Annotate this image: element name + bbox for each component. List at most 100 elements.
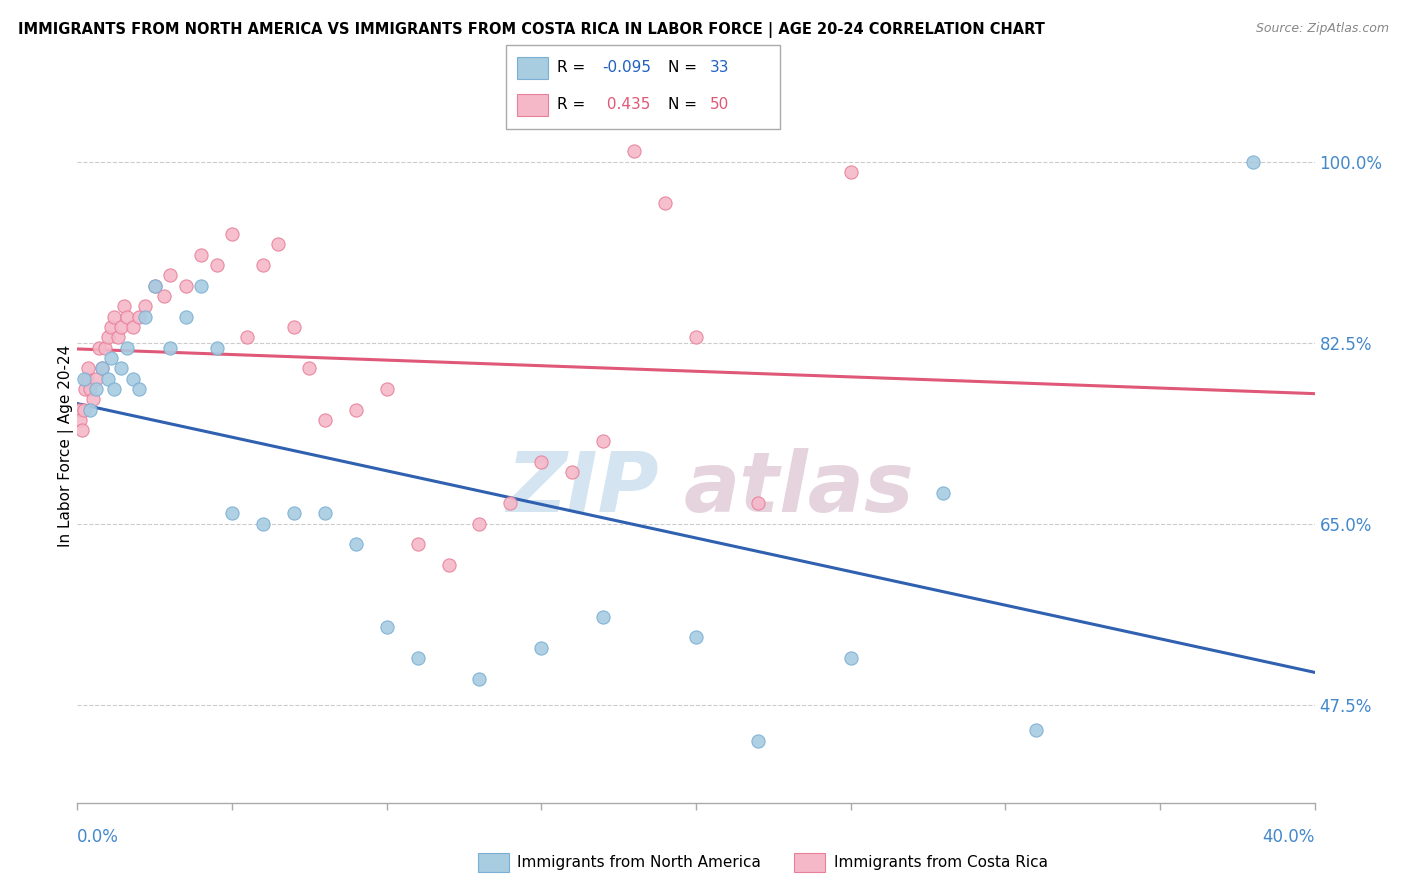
Text: Immigrants from North America: Immigrants from North America [517, 855, 761, 870]
Point [110, 320, 132, 334]
Point [267, 237, 290, 252]
Point [174, 310, 197, 324]
Text: 33: 33 [710, 61, 730, 75]
Text: R =: R = [557, 61, 585, 75]
Point [283, 320, 305, 334]
Point [103, 310, 125, 324]
Point [1025, 723, 1047, 738]
Point [283, 506, 305, 520]
Point [153, 289, 176, 303]
Point [69, 413, 91, 427]
Point [592, 609, 614, 624]
Point [468, 516, 491, 531]
Point [76, 372, 98, 386]
Text: Immigrants from Costa Rica: Immigrants from Costa Rica [834, 855, 1047, 870]
Text: R =: R = [557, 97, 585, 112]
Point [91, 361, 114, 376]
Y-axis label: In Labor Force | Age 20-24: In Labor Force | Age 20-24 [58, 345, 75, 547]
Point [77, 361, 100, 376]
Point [122, 372, 145, 386]
Point [561, 465, 583, 479]
Point [685, 330, 707, 344]
Point [375, 620, 398, 634]
Point [747, 496, 769, 510]
Point [314, 506, 336, 520]
Point [100, 320, 122, 334]
Point [103, 382, 125, 396]
Point [94, 341, 117, 355]
Point [128, 382, 150, 396]
Point [406, 537, 429, 551]
Text: ZIP: ZIP [506, 449, 659, 529]
Point [159, 341, 181, 355]
Point [190, 248, 212, 262]
Text: N =: N = [668, 61, 697, 75]
Point [839, 165, 862, 179]
Point [122, 320, 145, 334]
Point [112, 299, 135, 313]
Point [97, 372, 120, 386]
Point [298, 361, 321, 376]
Point [70, 424, 93, 438]
Point [205, 341, 228, 355]
Point [406, 651, 429, 665]
Point [79, 382, 101, 396]
Point [72, 372, 94, 386]
Point [128, 310, 150, 324]
Text: 0.0%: 0.0% [77, 828, 120, 846]
Point [1241, 154, 1264, 169]
Point [72, 402, 94, 417]
Point [134, 310, 156, 324]
Text: IMMIGRANTS FROM NORTH AMERICA VS IMMIGRANTS FROM COSTA RICA IN LABOR FORCE | AGE: IMMIGRANTS FROM NORTH AMERICA VS IMMIGRA… [18, 22, 1045, 38]
Point [174, 278, 197, 293]
Point [100, 351, 122, 365]
Point [143, 278, 166, 293]
Point [685, 630, 707, 644]
Point [314, 413, 336, 427]
Point [159, 268, 181, 283]
Point [530, 640, 553, 655]
Point [499, 496, 522, 510]
Point [932, 485, 955, 500]
Point [839, 651, 862, 665]
Text: 40.0%: 40.0% [1263, 828, 1315, 846]
Point [252, 258, 274, 272]
Point [654, 196, 676, 211]
Point [530, 454, 553, 468]
Point [115, 310, 138, 324]
Point [84, 372, 107, 386]
Point [747, 733, 769, 747]
Text: 50: 50 [710, 97, 730, 112]
Point [221, 506, 243, 520]
Text: N =: N = [668, 97, 697, 112]
Point [97, 330, 120, 344]
Point [437, 558, 460, 572]
Point [205, 258, 228, 272]
Point [134, 299, 156, 313]
Point [344, 537, 367, 551]
Point [115, 341, 138, 355]
Point [344, 402, 367, 417]
Point [67, 402, 90, 417]
Point [79, 402, 101, 417]
Point [221, 227, 243, 241]
Point [592, 434, 614, 448]
Point [143, 278, 166, 293]
Text: Source: ZipAtlas.com: Source: ZipAtlas.com [1256, 22, 1389, 36]
Text: 0.435: 0.435 [602, 97, 650, 112]
Point [107, 330, 129, 344]
Point [91, 361, 114, 376]
Point [236, 330, 259, 344]
Point [87, 341, 110, 355]
Point [623, 145, 645, 159]
Point [75, 382, 96, 396]
Point [252, 516, 274, 531]
Text: atlas: atlas [683, 449, 914, 529]
Point [468, 672, 491, 686]
Point [110, 361, 132, 376]
Point [375, 382, 398, 396]
Point [84, 382, 107, 396]
Point [82, 392, 104, 407]
Text: -0.095: -0.095 [602, 61, 651, 75]
Point [190, 278, 212, 293]
